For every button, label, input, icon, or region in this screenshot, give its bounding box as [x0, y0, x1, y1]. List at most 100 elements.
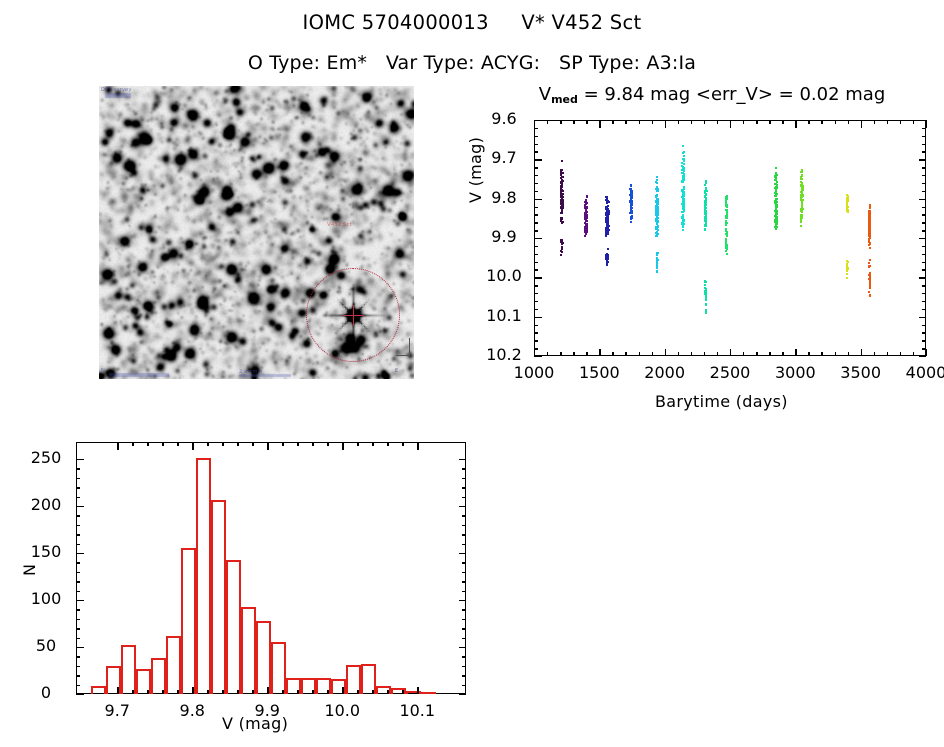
axis-tick	[534, 316, 542, 319]
axis-tick	[918, 277, 926, 279]
axis-tick	[458, 458, 466, 461]
axis-tick	[547, 352, 549, 356]
histogram-bar	[346, 664, 361, 694]
axis-tick	[76, 646, 84, 649]
light-curve-data-point	[704, 208, 707, 211]
axis-tick	[795, 120, 797, 128]
light-curve-data-point	[725, 204, 728, 207]
light-curve-data-point	[560, 178, 563, 181]
axis-tick-label: 2000	[644, 363, 686, 382]
light-curve-data-point	[868, 229, 871, 232]
light-curve-data-point	[560, 192, 563, 196]
light-curve-data-point	[655, 217, 658, 220]
light-curve-data-point	[584, 211, 587, 214]
light-curve-data-point	[682, 197, 685, 200]
axis-tick	[782, 120, 784, 124]
light-curve-data-point	[869, 210, 872, 213]
light-curve-data-point	[705, 219, 708, 222]
axis-tick	[638, 352, 640, 356]
axis-tick	[703, 352, 706, 356]
axis-tick	[534, 175, 538, 177]
light-curve-data-point	[585, 232, 588, 235]
light-curve-data-point	[607, 204, 610, 207]
light-curve-data-point	[775, 209, 778, 212]
light-curve-data-point	[800, 221, 803, 224]
stats-values: = 9.84 mag <err_V> = 0.02 mag	[577, 84, 886, 105]
light-curve-data-point	[682, 218, 685, 221]
light-curve-data-point	[724, 249, 727, 253]
axis-tick	[534, 159, 542, 161]
histogram-bar	[91, 686, 106, 694]
axis-tick	[162, 442, 164, 446]
light-curve-data-point	[605, 199, 609, 202]
axis-tick	[458, 552, 466, 555]
light-curve-data-point	[725, 213, 728, 216]
light-curve-data-point	[607, 222, 610, 225]
light-curve-data-point	[868, 206, 871, 209]
light-curve-data-point	[606, 220, 609, 223]
light-curve-data-point	[631, 215, 634, 218]
light-curve-data-point	[560, 209, 563, 212]
target-crosshair-horizontal	[343, 314, 364, 316]
axis-tick	[357, 690, 359, 694]
light-curve-data-point	[655, 203, 658, 206]
light-curve-data-point	[630, 211, 633, 214]
stats-v-symbol: V	[538, 84, 552, 105]
histogram-bar	[256, 620, 271, 694]
light-curve-data-point	[801, 216, 804, 219]
light-curve-data-point	[846, 269, 849, 272]
light-curve-data-point	[724, 215, 728, 218]
axis-tick	[177, 442, 179, 446]
axis-tick	[76, 571, 80, 574]
light-curve-data-point	[726, 197, 729, 200]
histogram-bar	[286, 678, 301, 694]
axis-tick	[237, 690, 239, 694]
light-curve-data-point	[681, 175, 684, 178]
light-curve-data-point	[630, 189, 633, 192]
axis-tick	[76, 675, 80, 677]
light-curve-data-point	[560, 238, 563, 241]
light-curve-data-point	[583, 231, 586, 234]
axis-tick	[76, 609, 80, 611]
light-curve-data-point	[585, 219, 589, 222]
light-curve-data-point	[703, 183, 707, 187]
light-curve-data-point	[868, 286, 871, 289]
light-curve-data-point	[775, 184, 779, 187]
light-curve-data-point	[656, 189, 659, 193]
light-curve-data-point	[682, 203, 685, 206]
light-curve-data-point	[704, 224, 707, 227]
light-curve-data-point	[585, 210, 589, 213]
light-curve-data-point	[681, 180, 684, 183]
axis-tick-label: 10.1	[486, 305, 522, 325]
light-curve-data-point	[656, 234, 659, 237]
axis-tick-label: 9.8	[179, 701, 205, 720]
light-curve-data-point	[585, 217, 589, 220]
light-curve-data-point	[868, 283, 871, 286]
light-curve-data-point	[683, 190, 686, 193]
light-curve-data-point	[630, 207, 634, 210]
axis-tick	[534, 261, 538, 263]
axis-tick-label: 10.0	[324, 701, 361, 720]
light-curve-data-point	[560, 196, 563, 199]
axis-tick-label: 10.0	[486, 266, 522, 286]
axis-tick	[922, 222, 926, 224]
axis-tick-label: 9.6	[491, 109, 517, 128]
light-curve-data-point	[656, 271, 659, 274]
axis-tick	[586, 120, 588, 124]
light-curve-data-point	[801, 206, 804, 209]
axis-tick-label: 0	[40, 683, 52, 702]
axis-tick	[756, 120, 758, 124]
light-curve-data-point	[631, 195, 634, 198]
light-curve-data-point	[775, 215, 778, 218]
light-curve-data-point	[704, 286, 707, 289]
axis-tick	[76, 477, 80, 480]
light-curve-data-point	[560, 200, 563, 204]
axis-tick	[922, 206, 926, 208]
axis-tick	[821, 352, 823, 356]
light-curve-data-point	[606, 259, 609, 262]
histogram-x-axis-label: V (mag)	[222, 714, 289, 733]
axis-tick	[147, 690, 149, 694]
axis-tick	[534, 253, 538, 256]
light-curve-data-point	[605, 213, 608, 216]
light-curve-data-point	[705, 220, 708, 223]
